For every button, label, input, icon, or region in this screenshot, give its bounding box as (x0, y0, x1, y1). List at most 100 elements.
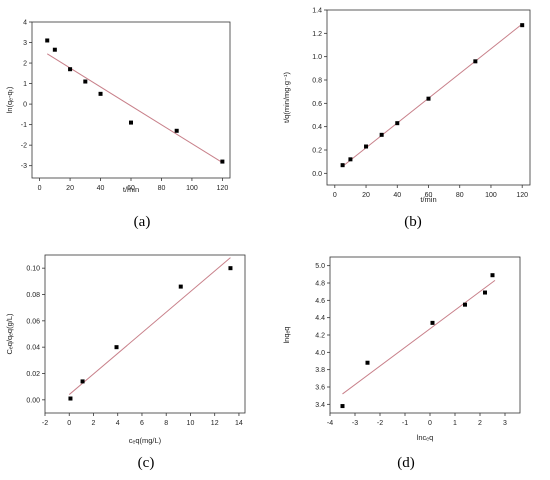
y-axis-label: t/q(min/mg·g⁻¹) (282, 71, 291, 123)
data-point (228, 266, 233, 271)
x-tick-label: 1 (453, 420, 457, 427)
fit-line (342, 279, 496, 395)
y-tick-label: 3.4 (315, 402, 325, 409)
y-tick-label: 0.06 (26, 318, 40, 325)
panel-label-d: (d) (397, 455, 415, 471)
y-tick-label: -1 (21, 122, 27, 129)
plot-frame (31, 21, 231, 179)
x-axis-label: t/min (420, 195, 436, 204)
panel-label-c: (c) (137, 455, 155, 471)
data-point (178, 284, 183, 289)
chart-b: 0 20 40 60 80 100 120 0.0 0.2 0.4 0.6 0.8 1.0 1.2 1.4 t… (282, 8, 531, 204)
data-point (340, 163, 345, 168)
y-tick-label: 4.8 (315, 281, 325, 288)
data-point (45, 38, 50, 43)
x-tick-label: 120 (516, 192, 528, 199)
x-tick-label: 0 (38, 185, 42, 192)
x-tick-label: 40 (393, 192, 401, 199)
y-tick-label: -3 (21, 163, 27, 170)
data-point (220, 159, 225, 164)
y-tick-label: 1.0 (312, 54, 322, 61)
x-tick-label: -4 (327, 420, 333, 427)
panel-d: -4 -3 -2 -1 0 1 2 3 3.4 3.6 3.8 4.0 4.2 4.4 4.6 4.8 5.0 l… (275, 245, 550, 445)
y-tick-label: 0.2 (312, 148, 322, 155)
y-tick-label: 4.6 (315, 298, 325, 305)
chart-c: -2 0 2 4 6 8 10 12 14 0.00 0.02 0.04 0.06 0.08 0.10 cₑq… (5, 254, 246, 445)
data-point (340, 404, 345, 409)
x-tick-label: 0 (428, 420, 432, 427)
data-point (426, 96, 431, 101)
y-tick-label: 0 (23, 102, 27, 109)
chart-a: 0 20 40 60 80 100 120 -3 -2 -1 0 1 2 3 4 t/min ln(qₑ-qₜ) (5, 20, 231, 194)
data-point (364, 144, 369, 149)
panel-label-b: (b) (404, 214, 422, 230)
y-tick-label: 0.4 (312, 124, 322, 131)
data-point (68, 396, 73, 401)
y-tick-label: 0.8 (312, 78, 322, 85)
x-tick-label: 0 (333, 192, 337, 199)
data-point (483, 290, 487, 295)
data-point (114, 345, 119, 350)
x-tick-label: 10 (187, 420, 195, 427)
fit-line (342, 23, 523, 167)
y-tick-label: -2 (21, 143, 27, 150)
x-tick-label: 80 (158, 185, 166, 192)
x-tick-label: -3 (352, 420, 358, 427)
x-tick-label: 6 (140, 420, 144, 427)
data-point (83, 79, 88, 84)
x-tick-label: 40 (97, 185, 105, 192)
data-point (98, 91, 103, 96)
plot-frame (44, 254, 246, 414)
x-tick-label: 3 (503, 420, 507, 427)
x-tick-label: 60 (425, 192, 433, 199)
x-axis-label: cₑq(mg/L) (129, 436, 162, 445)
x-tick-label: 2 (92, 420, 96, 427)
x-tick-label: 20 (66, 185, 74, 192)
y-tick-label: 3.8 (315, 367, 325, 374)
data-point (80, 379, 85, 384)
chart-d: -4 -3 -2 -1 0 1 2 3 3.4 3.6 3.8 4.0 4.2 4.4 4.6 4.8 5.0 l… (282, 256, 521, 442)
x-tick-label: 60 (127, 185, 135, 192)
data-point (174, 128, 179, 133)
data-point (68, 67, 73, 72)
y-tick-label: 3.6 (315, 385, 325, 392)
panel-b: 0 20 40 60 80 100 120 0.0 0.2 0.4 0.6 0.8 1.0 1.2 1.4 t… (275, 0, 550, 205)
y-tick-label: 0.6 (312, 101, 322, 108)
data-point (430, 320, 435, 325)
fit-line (46, 53, 223, 164)
panel-c: -2 0 2 4 6 8 10 12 14 0.00 0.02 0.04 0.06 0.08 0.10 cₑq… (0, 245, 275, 445)
y-tick-label: 1.2 (312, 31, 322, 38)
y-tick-label: 4.0 (315, 350, 325, 357)
x-tick-label: 2 (478, 420, 482, 427)
y-tick-label: 2 (23, 61, 27, 68)
x-tick-label: 80 (456, 192, 464, 199)
data-point (463, 302, 467, 307)
data-point (490, 273, 495, 278)
x-tick-label: 100 (186, 185, 198, 192)
y-tick-label: 0.04 (26, 345, 40, 352)
x-tick-label: -2 (42, 420, 48, 427)
y-tick-label: 5.0 (315, 263, 325, 270)
data-point (365, 360, 370, 365)
y-tick-label: 1 (23, 81, 27, 88)
y-tick-label: 0.0 (312, 171, 322, 178)
x-tick-label: 120 (217, 185, 229, 192)
y-tick-label: 4 (23, 20, 27, 27)
y-tick-label: 4.4 (315, 315, 325, 322)
y-tick-label: 3 (23, 40, 27, 47)
x-tick-label: -2 (377, 420, 383, 427)
data-point (348, 157, 353, 162)
y-axis-label: ln(qₑ-qₜ) (5, 86, 14, 113)
y-tick-label: 1.4 (312, 8, 322, 15)
panel-a: 0 20 40 60 80 100 120 -3 -2 -1 0 1 2 3 4 t/min ln(qₑ-qₜ) (0, 0, 275, 205)
x-tick-label: -1 (402, 420, 408, 427)
x-tick-label: 0 (67, 420, 71, 427)
data-point (395, 121, 400, 126)
y-axis-label: lnqₑq (282, 327, 291, 344)
x-tick-label: 14 (235, 420, 243, 427)
data-point (473, 59, 478, 64)
data-point (379, 132, 384, 137)
y-tick-label: 0.02 (26, 371, 40, 378)
y-axis-label: Cₑq/qₑq(g/L) (5, 313, 14, 355)
data-point (129, 120, 133, 125)
